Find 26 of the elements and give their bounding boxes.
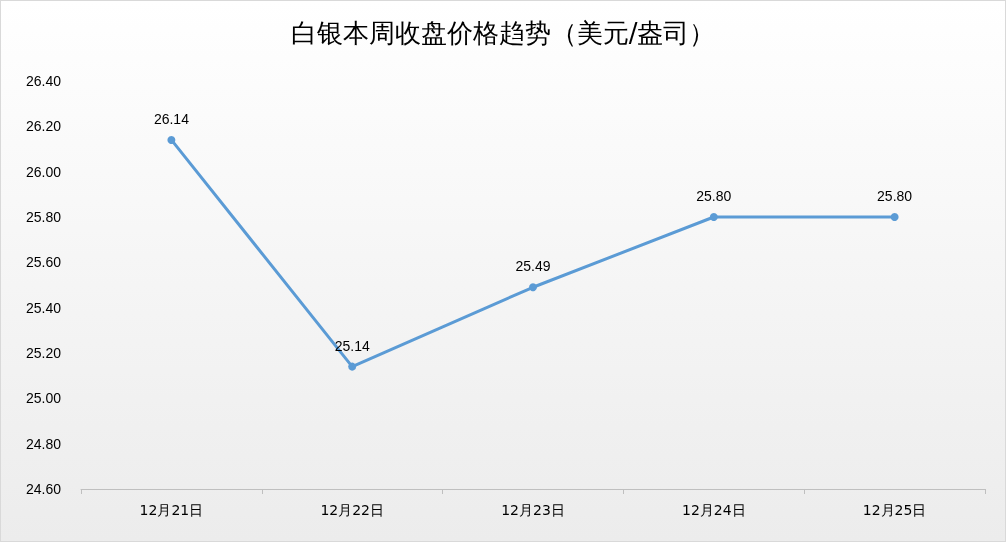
x-tick-label: 12月22日: [320, 502, 385, 518]
y-tick-label: 25.60: [25, 254, 62, 271]
y-tick-label: 25.80: [25, 209, 62, 225]
data-label: 25.14: [334, 337, 370, 354]
data-label: 25.80: [696, 188, 732, 204]
data-label: 26.14: [153, 110, 190, 127]
x-tick-label: 12月24日: [681, 502, 746, 518]
y-tick-label: 26.00: [25, 163, 62, 180]
point: [167, 135, 176, 144]
data-label: 25.49: [515, 258, 551, 275]
y-tick-label: 26.20: [25, 118, 62, 135]
y-tick-label: 25.40: [25, 299, 62, 316]
chart-title: 白银本周收盘价格趋势（美元/盎司）: [290, 18, 716, 48]
y-tick-label: 26.40: [25, 73, 62, 89]
x-tick-label: 12月25日: [862, 502, 927, 518]
point: [348, 362, 357, 371]
y-tick-label: 24.60: [25, 481, 62, 497]
x-tick-label: 12月23日: [501, 502, 565, 518]
y-tick-label: 25.00: [25, 390, 62, 407]
data-label: 25.80: [877, 188, 913, 204]
y-tick-label: 25.20: [25, 345, 62, 361]
point: [890, 213, 899, 221]
point: [709, 213, 718, 221]
point: [529, 283, 537, 292]
x-tick-label: 12月21日: [139, 502, 204, 518]
y-tick-label: 24.80: [25, 435, 62, 452]
